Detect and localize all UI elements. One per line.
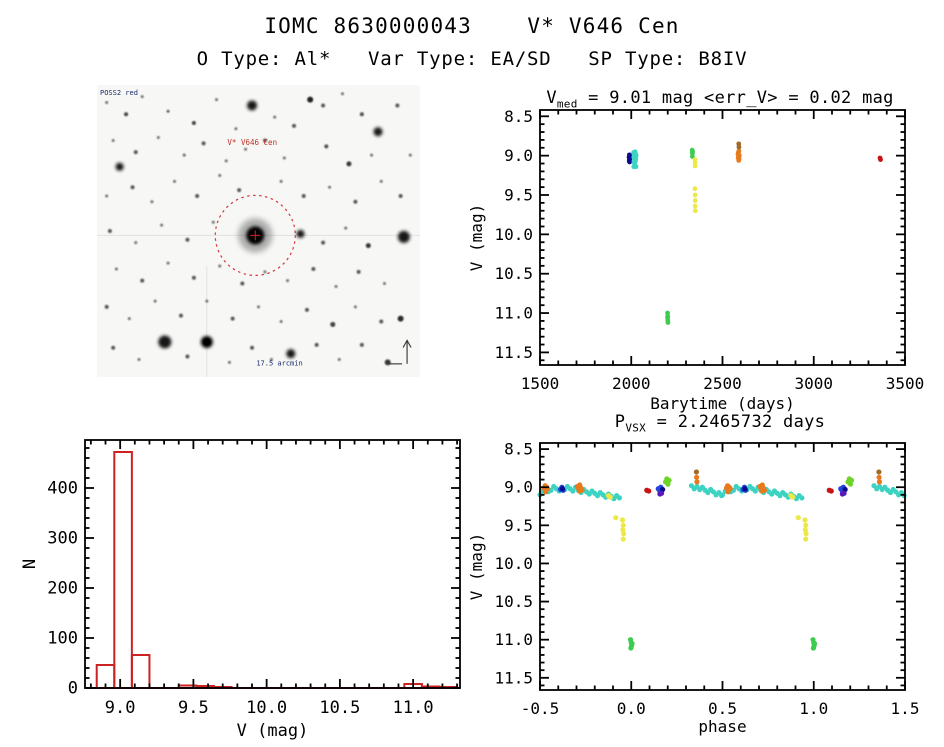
svg-text:3000: 3000 [794,374,833,393]
phase-plot-title: PVSX = 2.2465732 days [490,412,944,434]
svg-text:9.0: 9.0 [105,698,136,718]
svg-text:9.5: 9.5 [504,516,533,535]
svg-text:POSS2 red: POSS2 red [100,89,138,97]
lightcurve-title-post: = 9.01 mag <err_V> = 0.02 mag [577,88,894,108]
svg-text:phase: phase [698,717,746,736]
svg-text:0.0: 0.0 [617,699,646,718]
svg-text:1.0: 1.0 [799,699,828,718]
lightcurve-title-sub: med [556,97,578,111]
svg-text:10.5: 10.5 [494,264,533,283]
svg-text:3500: 3500 [886,374,925,393]
phase-title-pre: P [614,412,626,432]
svg-text:9.0: 9.0 [504,478,533,497]
svg-text:10.0: 10.0 [494,225,533,244]
svg-text:10.0: 10.0 [246,698,287,718]
svg-text:2000: 2000 [612,374,651,393]
page-title: IOMC 8630000043 V* V646 Cen [264,14,680,38]
svg-text:-0.5: -0.5 [521,699,560,718]
svg-text:400: 400 [47,479,78,499]
svg-text:1500: 1500 [521,374,560,393]
lightcurve-plot: 1500 2000 2500 3000 3500 8.5 9.0 9.5 10.0 10.5 11.… [467,107,925,413]
svg-text:11.0: 11.0 [494,630,533,649]
phase-title-post: = 2.2465732 days [646,412,826,432]
svg-text:9.0: 9.0 [504,146,533,165]
svg-text:Barytime (days): Barytime (days) [650,394,795,413]
svg-text:2500: 2500 [703,374,742,393]
svg-text:17.5 arcmin: 17.5 arcmin [256,359,302,367]
svg-text:10.0: 10.0 [494,554,533,573]
svg-text:V (mag): V (mag) [467,533,486,600]
histogram-plot: 9.0 9.5 10.0 10.5 11.0 0 100 200 300 400 V (mag) N [20,439,461,741]
svg-text:V (mag): V (mag) [467,204,486,271]
svg-text:8.5: 8.5 [504,440,533,459]
svg-text:10.5: 10.5 [494,592,533,611]
svg-text:N: N [20,559,40,569]
svg-text:100: 100 [47,629,78,649]
svg-text:0.5: 0.5 [708,699,737,718]
svg-text:0: 0 [68,679,78,699]
finding-chart-image: POSS2 red V* V646 Cen 17.5 arcmin [97,85,420,377]
phase-title-sub: VSX [625,421,647,435]
svg-text:11.0: 11.0 [494,304,533,323]
svg-text:9.5: 9.5 [178,698,209,718]
page-subtitle: O Type: Al* Var Type: EA/SD SP Type: B8I… [196,48,748,70]
svg-text:9.5: 9.5 [504,186,533,205]
svg-text:200: 200 [47,579,78,599]
lightcurve-title-pre: V [546,88,557,108]
lightcurve-title: Vmed = 9.01 mag <err_V> = 0.02 mag [490,88,944,110]
svg-text:11.0: 11.0 [393,698,434,718]
svg-text:8.5: 8.5 [504,107,533,126]
svg-text:300: 300 [47,529,78,549]
svg-text:V (mag): V (mag) [237,721,309,741]
svg-text:V* V646 Cen: V* V646 Cen [227,138,277,147]
svg-text:11.5: 11.5 [494,668,533,687]
svg-text:11.5: 11.5 [494,343,533,362]
svg-text:1.5: 1.5 [891,699,920,718]
phase-plot: -0.5 0.0 0.5 1.0 1.5 8.5 9.0 9.5 10.0 10.5 11.0 11.… [467,440,920,736]
svg-text:10.5: 10.5 [319,698,360,718]
